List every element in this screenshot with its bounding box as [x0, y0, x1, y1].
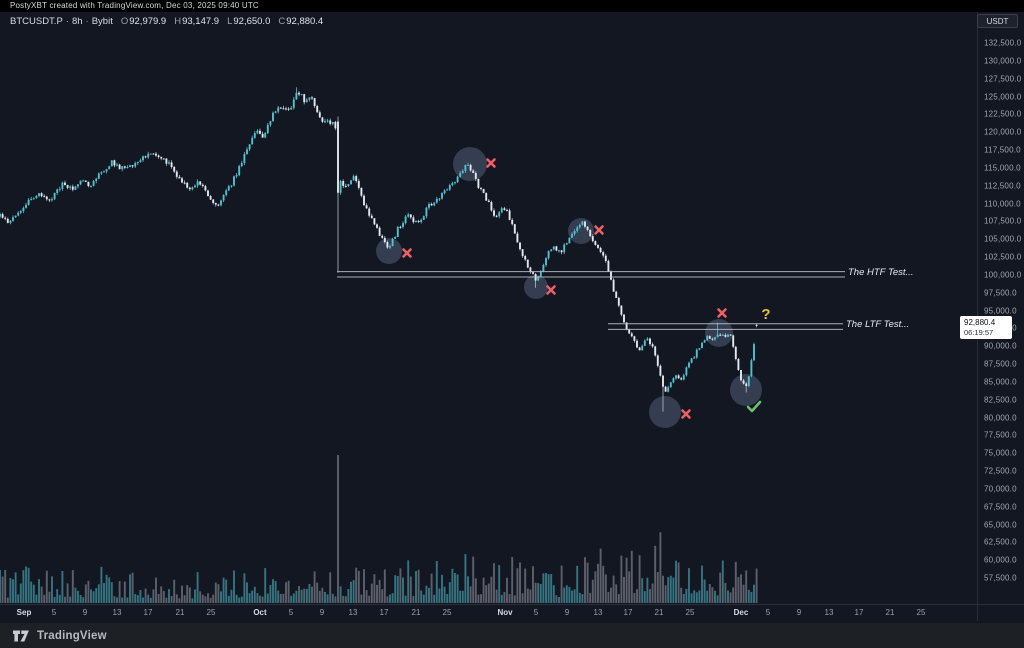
time-tick-day: 5	[765, 608, 771, 617]
legend-ohlc-key: O	[120, 16, 129, 27]
legend-ohlc-key: C	[278, 16, 286, 27]
time-tick-month: Sep	[16, 608, 32, 617]
volume-pane	[0, 455, 758, 603]
time-tick-day: 17	[854, 608, 864, 617]
time-tick-day: 5	[533, 608, 539, 617]
time-tick-day: 25	[206, 608, 216, 617]
currency-toggle-button[interactable]: USDT	[977, 14, 1018, 28]
time-tick-day: 9	[319, 608, 325, 617]
time-tick-day: 21	[175, 608, 185, 617]
legend-ohlc-key: L	[227, 16, 233, 27]
time-tick-day: 9	[564, 608, 570, 617]
time-tick-month: Oct	[253, 608, 267, 617]
last-price-label: 92,880.4 06:19:57	[960, 316, 1012, 339]
time-tick-day: 13	[593, 608, 603, 617]
x-mark-icon[interactable]	[681, 409, 691, 419]
htf-test-label[interactable]: The HTF Test...	[848, 267, 913, 278]
legend-symbol[interactable]: BTCUSDT.P	[10, 16, 63, 27]
time-tick-day: 21	[654, 608, 664, 617]
time-tick-day: 17	[623, 608, 633, 617]
time-tick-month: Dec	[733, 608, 749, 617]
attribution-text: PostyXBT created with TradingView.com, D…	[10, 1, 259, 10]
highlight-circle[interactable]	[568, 218, 594, 244]
time-tick-day: 21	[411, 608, 421, 617]
time-tick-day: 25	[685, 608, 695, 617]
attribution-bar: PostyXBT created with TradingView.com, D…	[0, 0, 1024, 12]
time-tick-day: 25	[442, 608, 452, 617]
x-mark-icon[interactable]	[546, 285, 556, 295]
question-mark-icon[interactable]: ?	[761, 306, 770, 323]
time-tick-day: 5	[288, 608, 294, 617]
check-mark-icon[interactable]	[746, 400, 762, 413]
legend-ohlc-value: 93,147.9	[182, 16, 220, 27]
candlestick-series	[0, 87, 758, 412]
legend-exchange[interactable]: Bybit	[91, 16, 113, 27]
legend-interval[interactable]: 8h	[71, 16, 83, 27]
footer-bar: TradingView	[0, 622, 1024, 648]
highlight-circle[interactable]	[376, 238, 402, 264]
legend-ohlc-value: 92,880.4	[286, 16, 324, 27]
time-tick-day: 5	[51, 608, 57, 617]
candle-countdown: 06:19:57	[964, 327, 994, 337]
last-price-value: 92,880.4	[964, 318, 996, 327]
x-mark-icon[interactable]	[486, 158, 496, 168]
legend-ohlc-value: 92,979.9	[129, 16, 167, 27]
time-tick-day: 21	[885, 608, 895, 617]
time-tick-day: 25	[916, 608, 926, 617]
time-tick-day: 13	[348, 608, 358, 617]
x-mark-icon[interactable]	[402, 248, 412, 258]
ltf-test-label[interactable]: The LTF Test...	[846, 319, 909, 330]
time-tick-day: 17	[143, 608, 153, 617]
tradingview-logo-icon[interactable]	[13, 629, 30, 643]
time-axis[interactable]: Sep 5 9 13 17 21 25 Oct 5 9 13 17 21 25 Nov 5 9 13 17 21 25 D…	[0, 605, 977, 621]
symbol-legend[interactable]: BTCUSDT.P · 8h · Bybit O92,979.9 H93,147.9 L92,…	[10, 16, 324, 27]
legend-ohlc-key: H	[174, 16, 182, 27]
x-mark-icon[interactable]	[717, 308, 727, 318]
time-tick-month: Nov	[497, 608, 513, 617]
time-tick-day: 17	[379, 608, 389, 617]
time-tick-day: 9	[796, 608, 802, 617]
time-tick-day: 9	[82, 608, 88, 617]
time-tick-day: 13	[112, 608, 122, 617]
legend-ohlc-value: 92,650.0	[233, 16, 271, 27]
highlight-circle[interactable]	[524, 275, 548, 299]
highlight-circle[interactable]	[649, 396, 681, 428]
highlight-circle[interactable]	[453, 147, 487, 181]
tradingview-wordmark[interactable]: TradingView	[37, 629, 107, 642]
x-mark-icon[interactable]	[594, 225, 604, 235]
time-tick-day: 13	[824, 608, 834, 617]
